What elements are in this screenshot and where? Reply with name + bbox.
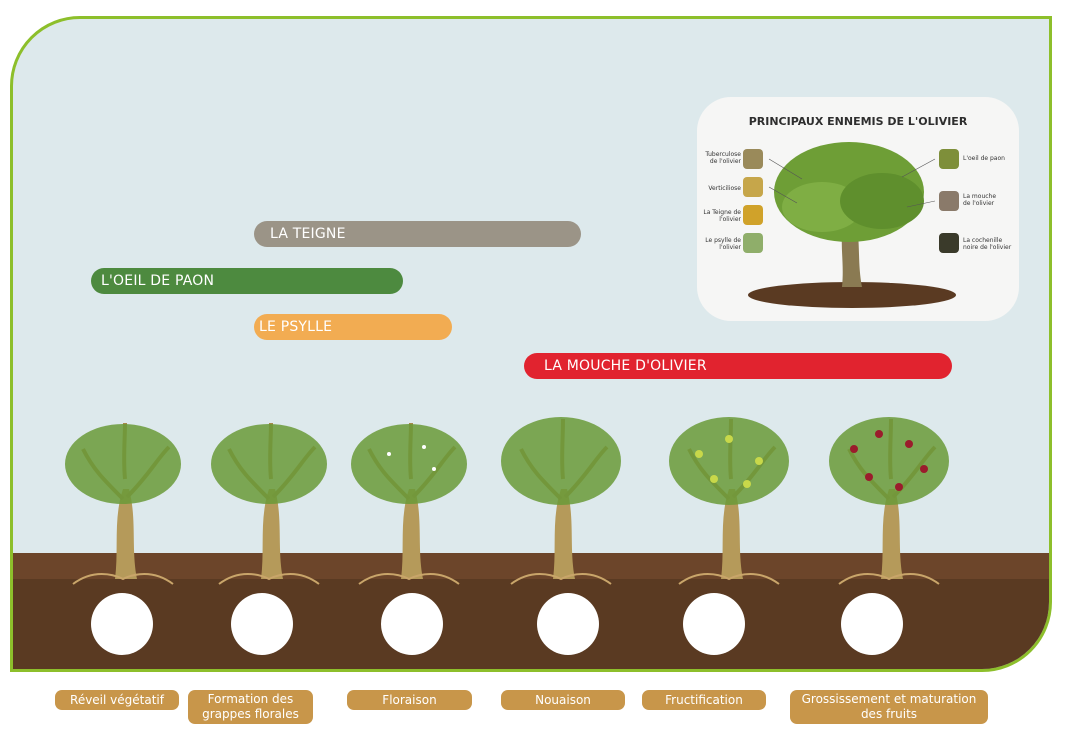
bar-la-teigne: LA TEIGNE (254, 221, 581, 247)
legend-cochenille: La cochenille noire de l'olivier (963, 237, 1012, 251)
legend-psylle: Le psylle de l'olivier (705, 237, 741, 251)
stage-reveil-vegetatif: Réveil végétatif (55, 690, 179, 710)
detail-maturation (841, 593, 903, 655)
detail-fructification (683, 593, 745, 655)
legend-teigne: La Teigne de l'olivier (703, 209, 741, 223)
thumb-verticiliose (743, 177, 763, 197)
thumb-cochenille (939, 233, 959, 253)
stage-nouaison: Nouaison (501, 690, 625, 710)
legend-mouche: La mouche de l'olivier (963, 193, 997, 207)
tree-nouaison (501, 417, 621, 585)
inset-title: PRINCIPAUX ENNEMIS DE L'OLIVIER (748, 115, 968, 128)
bar-oeil-de-paon: L'OEIL DE PAON (91, 268, 403, 294)
stage-formation-grappes: Formation des grappes florales (188, 690, 313, 724)
stage-fructification: Fructification (642, 690, 766, 710)
detail-floraison (381, 593, 443, 655)
thumb-tuberculose (743, 149, 763, 169)
bar-mouche-olivier: LA MOUCHE D'OLIVIER (524, 353, 952, 379)
detail-formation-grappes (231, 593, 293, 655)
thumb-oeil-de-paon (939, 149, 959, 169)
tree-reveil-vegetatif (65, 422, 181, 585)
thumb-psylle (743, 233, 763, 253)
enemies-inset: PRINCIPAUX ENNEMIS DE L'OLIVIER Tubercul… (697, 97, 1019, 321)
stage-maturation: Grossissement et maturation des fruits (790, 690, 988, 724)
tree-floraison (351, 422, 467, 585)
stage-floraison: Floraison (347, 690, 472, 710)
inset-tree-illustration (748, 142, 956, 308)
tree-maturation (829, 417, 949, 585)
thumb-mouche (939, 191, 959, 211)
legend-verticiliose: Verticiliose (708, 185, 741, 192)
tree-fructification (669, 417, 789, 585)
detail-reveil-vegetatif (91, 593, 153, 655)
thumb-teigne (743, 205, 763, 225)
bar-le-psylle: LE PSYLLE (254, 314, 452, 340)
diagram-frame: LA TEIGNE L'OEIL DE PAON LE PSYLLE LA MO… (10, 16, 1052, 672)
detail-nouaison (537, 593, 599, 655)
tree-formation-grappes (211, 422, 327, 585)
legend-tuberculose: Tuberculose de l'olivier (705, 151, 741, 165)
legend-oeil-de-paon: L'oeil de paon (963, 155, 1005, 162)
